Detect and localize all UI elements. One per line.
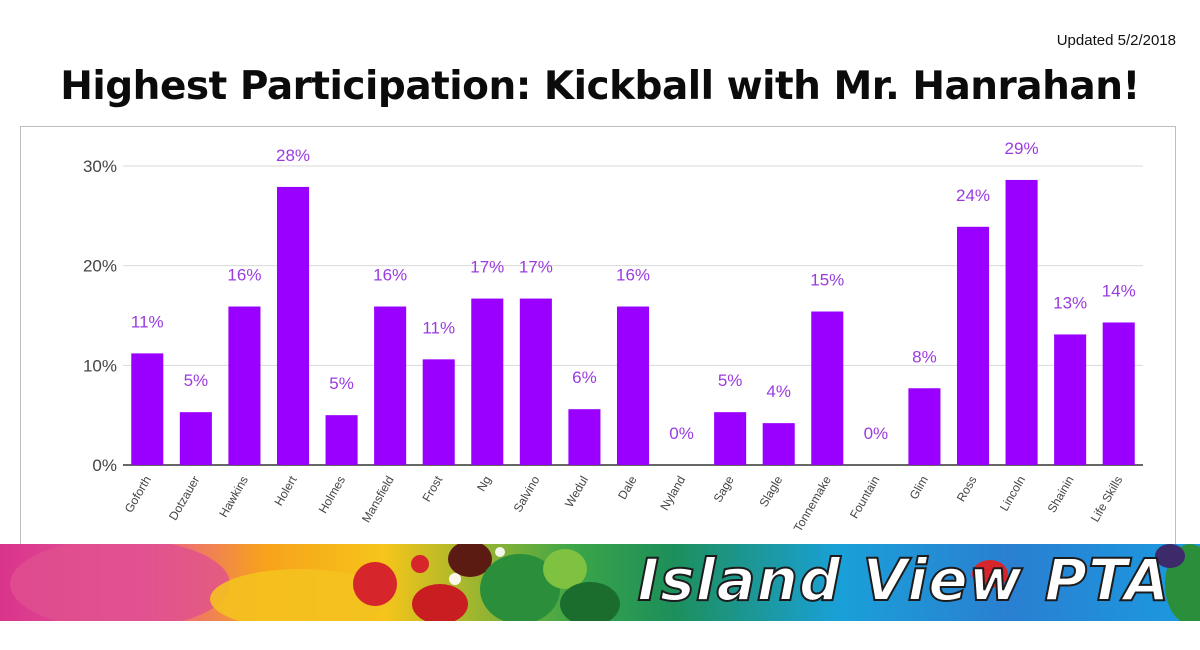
data-label: 16%	[373, 266, 407, 285]
updated-date: Updated 5/2/2018	[1056, 32, 1176, 49]
bar-chart: 0%10%20%30% 11%5%16%28%5%16%11%17% 17%6%1…	[83, 139, 1143, 534]
bar-hawkins	[228, 306, 261, 465]
x-tick-label: Life Skills	[1088, 474, 1125, 525]
y-axis-ticks: 0% 10% 20% 30%	[83, 157, 117, 475]
data-label: 15%	[810, 271, 844, 290]
data-label: 6%	[572, 368, 597, 387]
bar-ng	[471, 298, 504, 465]
bar-lincoln	[1005, 179, 1038, 465]
data-label: 8%	[912, 347, 937, 366]
pta-banner: Island View PTA	[0, 544, 1200, 621]
x-tick-label: Frost	[420, 473, 446, 504]
x-tick-label: Tonnemake	[791, 473, 834, 534]
data-label: 16%	[227, 266, 261, 285]
data-label: 0%	[669, 424, 694, 443]
data-label: 11%	[422, 318, 455, 337]
bar-dotzauer	[179, 412, 212, 465]
bar-ross	[956, 226, 990, 465]
x-tick-label: Glim	[907, 474, 931, 502]
bar-tonnemake	[811, 311, 844, 465]
x-tick-label: Nyland	[657, 474, 688, 513]
x-axis-ticks: Goforth Dotzauer Hawkins Holert Holmes Mansfi…	[122, 473, 1126, 534]
x-tick-label: Ng	[474, 474, 494, 494]
data-label: 16%	[616, 266, 650, 285]
x-tick-label: Lincoln	[997, 474, 1028, 514]
x-tick-label: Holmes	[316, 474, 348, 516]
pta-banner-text: Island View PTA	[637, 545, 1170, 615]
x-tick-label: Dotzauer	[166, 474, 202, 523]
bar-wedul	[568, 409, 601, 465]
bar-life-skills	[1102, 322, 1135, 465]
y-tick-label: 30%	[83, 157, 117, 176]
bar-slagle	[762, 423, 795, 465]
x-tick-label: Ross	[954, 474, 980, 505]
chart-frame: 0% 10% 20% 30% 11% 5% 16% 28% 5% 16% 11% 17% 17% 6% 1…	[20, 126, 1176, 545]
bar-glim	[908, 388, 941, 465]
data-label: 17%	[470, 258, 504, 277]
bar-frost	[422, 359, 455, 465]
data-label: 5%	[184, 371, 209, 390]
data-label: 5%	[718, 371, 743, 390]
bar-holert	[276, 186, 310, 465]
x-tick-label: Goforth	[122, 474, 154, 516]
data-labels: 11% 5% 16% 28% 5% 16% 11% 17% 17% 6% 16% 0% 5% 4% 15% 0…	[131, 139, 1136, 443]
x-tick-label: Salvino	[511, 473, 543, 514]
data-label: 0%	[864, 424, 889, 443]
y-tick-label: 20%	[83, 257, 117, 276]
paint-splash-decoration	[10, 544, 1200, 621]
x-tick-label: Shainin	[1045, 474, 1077, 516]
x-tick-label: Slagle	[757, 473, 786, 509]
data-label: 4%	[766, 382, 791, 401]
data-label: 14%	[1102, 281, 1136, 300]
data-label: 24%	[956, 186, 990, 205]
x-tick-label: Dale	[615, 473, 640, 502]
x-tick-label: Mansfield	[359, 474, 397, 525]
data-label: 29%	[1005, 139, 1039, 158]
x-tick-label: Holert	[271, 473, 299, 508]
bar-holmes	[325, 415, 358, 465]
data-label: 13%	[1053, 293, 1087, 312]
y-tick-label: 10%	[83, 356, 117, 375]
bar-goforth	[131, 353, 164, 465]
page-title: Highest Participation: Kickball with Mr.…	[60, 64, 1140, 109]
x-tick-label: Fountain	[847, 474, 882, 521]
bar-salvino	[519, 298, 552, 465]
bars	[131, 179, 1135, 465]
y-tick-label: 0%	[92, 456, 117, 475]
bar-mansfield	[374, 306, 407, 465]
bar-sage	[714, 412, 747, 465]
data-label: 11%	[131, 312, 164, 331]
data-label: 5%	[329, 374, 354, 393]
x-tick-label: Hawkins	[216, 474, 251, 520]
x-tick-label: Wedul	[562, 474, 591, 510]
x-tick-label: Sage	[711, 473, 737, 505]
data-label: 17%	[519, 258, 553, 277]
data-label: 28%	[276, 146, 310, 165]
bar-shainin	[1054, 334, 1087, 465]
bar-dale	[616, 306, 650, 465]
